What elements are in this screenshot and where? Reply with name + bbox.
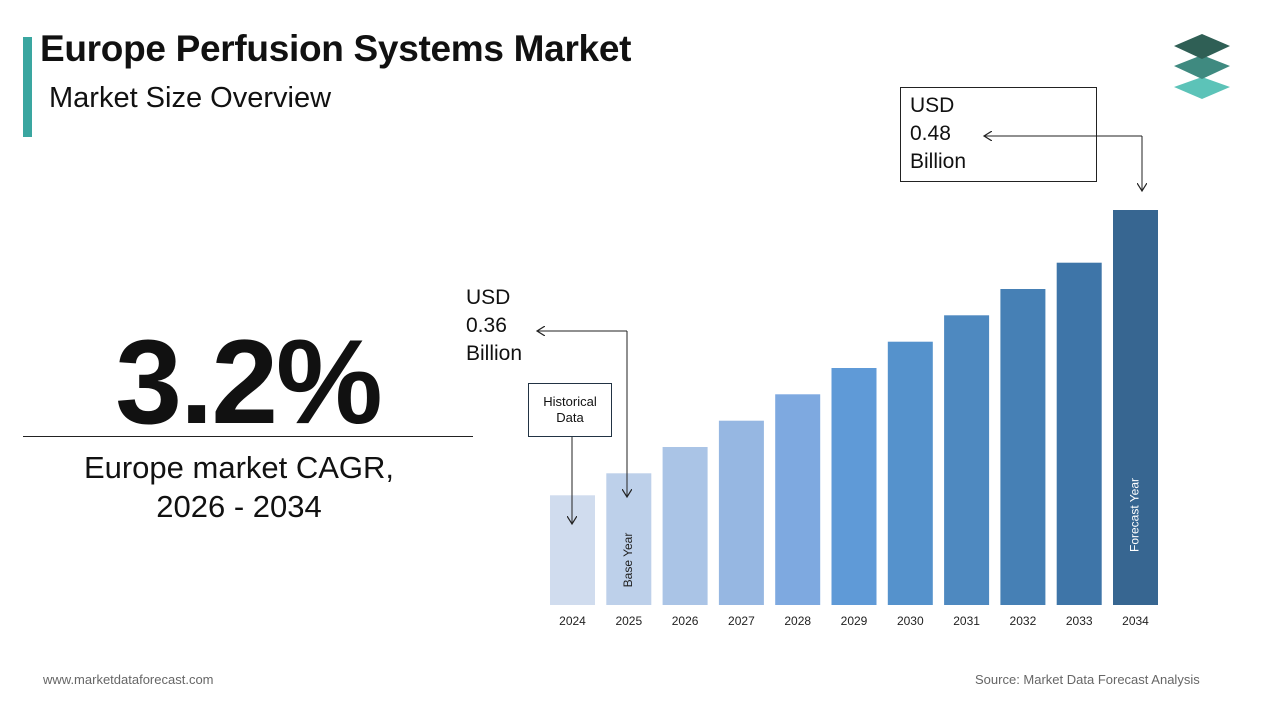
kpi-divider	[23, 436, 473, 437]
end-value-callout: USD 0.48 Billion	[900, 87, 1097, 182]
x-tick-label-2026: 2026	[672, 614, 699, 628]
bar-2032	[1000, 289, 1046, 605]
bar-2026	[662, 447, 708, 605]
x-tick-label-2029: 2029	[841, 614, 868, 628]
x-tick-label-2030: 2030	[897, 614, 924, 628]
bar-2029	[831, 368, 877, 605]
x-tick-label-2027: 2027	[728, 614, 755, 628]
bar-2027	[718, 420, 764, 605]
x-tick-label-2024: 2024	[559, 614, 586, 628]
x-tick-label-2032: 2032	[1010, 614, 1037, 628]
historical-data-line1: Historical	[543, 394, 597, 409]
bar-annotation-2025: Base Year	[621, 533, 635, 588]
website-link[interactable]: www.marketdataforecast.com	[43, 672, 214, 687]
stacked-layers-logo-icon	[1174, 34, 1230, 99]
end-value-unit: Billion	[910, 150, 967, 173]
base-value-currency: USD	[466, 286, 511, 309]
end-value-currency: USD	[910, 94, 955, 117]
bar-annotation-2034: Forecast Year	[1128, 478, 1142, 552]
cagr-value: 3.2%	[115, 315, 383, 449]
cagr-label-line1: Europe market CAGR,	[83, 450, 395, 485]
source-note: Source: Market Data Forecast Analysis	[975, 672, 1200, 687]
end-value-amount: 0.48	[910, 122, 951, 145]
base-value-unit: Billion	[466, 342, 523, 365]
base-value-callout: USD 0.36 Billion	[466, 284, 522, 368]
base-value-amount: 0.36	[466, 314, 507, 337]
bar-2034	[1113, 210, 1158, 605]
bar-2030	[887, 341, 933, 605]
title-accent-bar	[23, 37, 32, 137]
cagr-label: Europe market CAGR, 2026 - 2034	[23, 448, 455, 526]
historical-data-box: Historical Data	[528, 383, 612, 437]
bar-2031	[944, 315, 990, 605]
page-title: Europe Perfusion Systems Market	[40, 28, 632, 69]
bar-2028	[775, 394, 821, 605]
x-tick-label-2025: 2025	[615, 614, 642, 628]
page-subtitle: Market Size Overview	[49, 82, 332, 114]
historical-data-line2: Data	[556, 410, 584, 425]
bar-2033	[1056, 262, 1102, 605]
cagr-label-line2: 2026 - 2034	[156, 489, 322, 524]
x-tick-label-2031: 2031	[953, 614, 980, 628]
x-tick-label-2028: 2028	[784, 614, 811, 628]
x-tick-label-2033: 2033	[1066, 614, 1093, 628]
x-tick-label-2034: 2034	[1122, 614, 1149, 628]
